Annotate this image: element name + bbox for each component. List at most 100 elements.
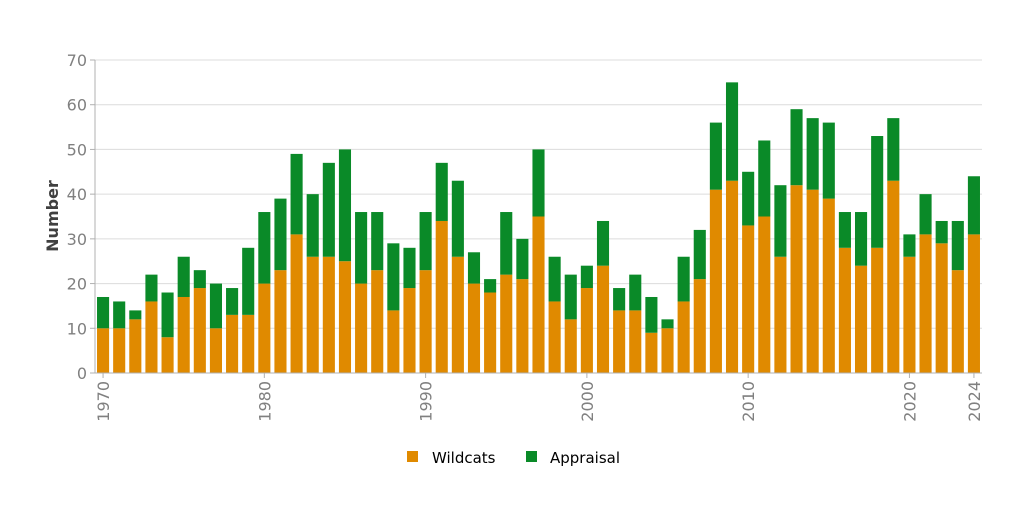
legend: Wildcats Appraisal <box>407 449 620 467</box>
bar-appraisal-1996 <box>516 238 529 280</box>
bar-wildcats-2005 <box>661 328 674 373</box>
bar-appraisal-2020 <box>903 234 916 257</box>
y-axis-label: Number <box>43 180 62 252</box>
bar-appraisal-1992 <box>451 180 464 257</box>
bar-wildcats-1979 <box>242 314 255 373</box>
bar-wildcats-1985 <box>338 261 352 373</box>
bar-wildcats-1983 <box>306 256 319 373</box>
bar-appraisal-1977 <box>209 283 223 329</box>
legend-swatch-appraisal <box>526 451 537 462</box>
bar-appraisal-2019 <box>887 118 900 181</box>
bar-appraisal-2006 <box>677 256 690 302</box>
bar-appraisal-1985 <box>338 149 352 262</box>
x-tick-label: 2020 <box>900 381 919 422</box>
bar-appraisal-2004 <box>645 296 658 333</box>
bar-wildcats-2002 <box>613 310 626 373</box>
bar-wildcats-1993 <box>467 283 481 373</box>
bars <box>97 82 980 373</box>
bar-appraisal-2001 <box>596 220 610 266</box>
bar-wildcats-2019 <box>887 180 900 373</box>
y-tick-label: 20 <box>67 275 87 294</box>
bar-wildcats-1971 <box>113 328 126 373</box>
bar-appraisal-2012 <box>774 185 787 257</box>
bar-wildcats-1981 <box>274 270 287 373</box>
bar-appraisal-2014 <box>806 118 819 190</box>
x-tick-label: 1970 <box>94 381 113 422</box>
bar-wildcats-2018 <box>871 247 884 373</box>
bar-appraisal-1999 <box>564 274 577 320</box>
bar-wildcats-1996 <box>516 279 529 373</box>
y-tick-label: 60 <box>67 96 87 115</box>
bar-appraisal-1984 <box>322 162 335 257</box>
bar-wildcats-2007 <box>693 279 706 373</box>
bar-wildcats-1992 <box>451 256 464 373</box>
bar-appraisal-1970 <box>97 296 110 329</box>
bar-appraisal-2007 <box>693 229 706 280</box>
bar-wildcats-1977 <box>209 328 223 373</box>
bar-wildcats-2003 <box>629 310 642 373</box>
bar-appraisal-2010 <box>742 171 755 226</box>
bar-appraisal-1980 <box>258 212 271 284</box>
x-tick-label: 2010 <box>739 381 758 422</box>
bar-appraisal-2013 <box>790 109 803 186</box>
bar-appraisal-1987 <box>371 212 384 271</box>
bar-wildcats-2004 <box>645 332 658 373</box>
bar-appraisal-2015 <box>822 122 835 199</box>
bar-wildcats-2021 <box>919 234 932 373</box>
bar-wildcats-2013 <box>790 185 803 373</box>
bar-appraisal-1998 <box>548 256 561 302</box>
bar-wildcats-2008 <box>709 189 722 373</box>
y-tick-label: 10 <box>67 319 87 338</box>
bar-wildcats-1987 <box>371 270 384 373</box>
bar-wildcats-2006 <box>677 301 690 373</box>
bar-appraisal-1976 <box>193 270 206 289</box>
axes <box>94 60 982 374</box>
bar-wildcats-2009 <box>725 180 739 373</box>
bar-appraisal-2003 <box>629 274 642 311</box>
bar-wildcats-2016 <box>838 247 851 373</box>
bar-appraisal-1997 <box>532 149 545 217</box>
bar-wildcats-1995 <box>500 274 513 373</box>
bar-appraisal-2017 <box>854 212 868 266</box>
bar-appraisal-2011 <box>758 140 771 217</box>
y-tick-label: 70 <box>67 51 87 70</box>
bar-wildcats-1991 <box>435 220 448 373</box>
bar-appraisal-1991 <box>435 162 448 221</box>
bar-appraisal-2022 <box>935 220 948 244</box>
bar-appraisal-1989 <box>403 247 416 289</box>
bar-wildcats-1986 <box>355 283 368 373</box>
bar-wildcats-2020 <box>903 256 916 373</box>
bar-appraisal-1971 <box>113 301 126 329</box>
bar-appraisal-1982 <box>290 153 303 235</box>
bar-wildcats-2014 <box>806 189 819 373</box>
bar-wildcats-2012 <box>774 256 787 373</box>
bar-appraisal-1981 <box>274 198 287 271</box>
bar-wildcats-2011 <box>758 216 771 373</box>
bar-wildcats-1990 <box>419 270 432 373</box>
bar-wildcats-1998 <box>548 301 561 373</box>
bar-wildcats-2022 <box>935 243 948 373</box>
legend-swatch-wildcats <box>407 451 418 462</box>
bar-appraisal-1979 <box>242 247 255 315</box>
bar-appraisal-1983 <box>306 194 319 257</box>
y-tick-label: 0 <box>77 364 87 383</box>
bar-wildcats-1976 <box>193 288 206 373</box>
bar-appraisal-1974 <box>161 292 174 338</box>
bar-wildcats-1982 <box>290 234 303 373</box>
y-tick-label: 40 <box>67 185 87 204</box>
bar-appraisal-2018 <box>871 136 884 248</box>
bar-appraisal-1990 <box>419 212 432 271</box>
legend-label-appraisal: Appraisal <box>550 449 620 467</box>
bar-appraisal-2023 <box>951 220 964 271</box>
bar-wildcats-1994 <box>484 292 497 373</box>
bar-wildcats-2024 <box>967 234 980 373</box>
bar-appraisal-2016 <box>838 212 851 248</box>
bar-wildcats-2001 <box>596 265 610 373</box>
x-tick-label: 1990 <box>417 381 436 422</box>
bar-appraisal-2002 <box>613 288 626 311</box>
bar-wildcats-1997 <box>532 216 545 373</box>
bar-wildcats-2023 <box>951 270 964 373</box>
bar-wildcats-1970 <box>97 328 110 373</box>
bar-appraisal-2005 <box>661 319 674 329</box>
